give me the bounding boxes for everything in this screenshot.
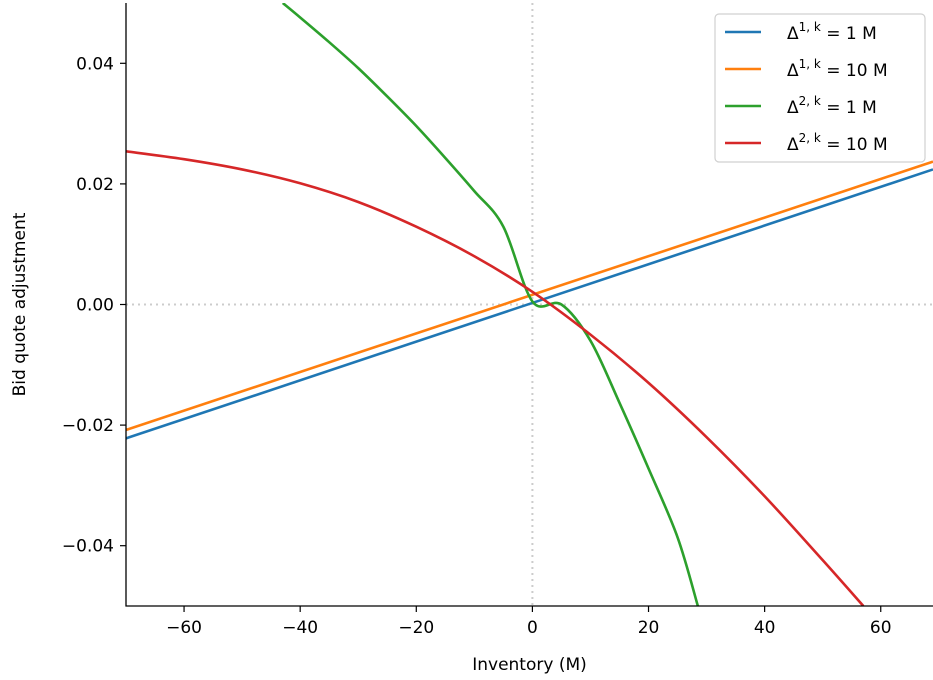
series-line-3 (281, 3, 700, 606)
legend-label: Δ2, k = 10 M (787, 131, 888, 155)
x-axis-ticks: −60 −40 −20 0 20 40 60 (166, 606, 892, 638)
y-tick-label: 0.00 (76, 296, 114, 316)
legend: Δ1, k = 1 M Δ1, k = 10 M Δ2, k = 1 M Δ2, k … (714, 13, 926, 163)
x-tick-label: 60 (870, 618, 892, 638)
x-tick-label: −20 (398, 618, 434, 638)
x-tick-label: 40 (754, 618, 776, 638)
series-line-4 (126, 150, 865, 606)
legend-label: Δ1, k = 1 M (787, 20, 877, 44)
y-tick-label: 0.04 (76, 54, 114, 74)
series-line-1 (126, 168, 933, 440)
y-axis-title: Bid quote adjustment (10, 212, 30, 396)
x-tick-label: −60 (166, 618, 202, 638)
y-axis-ticks: −0.04 −0.02 0.00 0.02 0.04 (62, 54, 126, 557)
legend-label: Δ1, k = 10 M (787, 57, 888, 81)
y-tick-label: −0.02 (62, 416, 114, 436)
series-lines (126, 3, 933, 606)
y-tick-label: 0.02 (76, 175, 114, 195)
legend-box (714, 13, 926, 163)
x-tick-label: −40 (282, 618, 318, 638)
x-tick-label: 20 (638, 618, 660, 638)
legend-label: Δ2, k = 1 M (787, 94, 877, 118)
y-tick-label: −0.04 (62, 537, 114, 557)
x-axis-title: Inventory (M) (472, 655, 587, 675)
x-tick-label: 0 (527, 618, 538, 638)
